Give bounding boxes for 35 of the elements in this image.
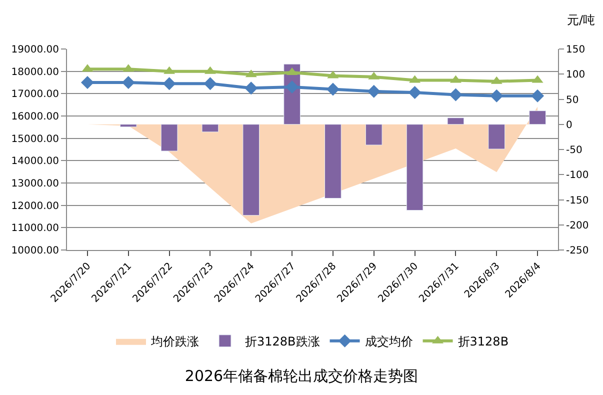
y2-tick-label: 150 <box>566 44 586 56</box>
y2-tick-label: -200 <box>566 220 589 232</box>
bar <box>447 118 464 125</box>
legend-label: 成交均价 <box>364 334 413 349</box>
y-tick-label: 10000.00 <box>11 246 59 256</box>
y2-tick-label: 0 <box>566 120 572 131</box>
y2-tick-label: 100 <box>566 70 586 81</box>
legend-label: 折3128B跌涨 <box>245 334 320 349</box>
bar <box>120 124 137 128</box>
y-tick-label: 11000.00 <box>11 223 59 234</box>
y2-tick-label: -250 <box>566 246 589 256</box>
bar <box>324 124 342 198</box>
y-tick-label: 14000.00 <box>11 156 59 168</box>
y-tick-label: 13000.00 <box>11 178 59 190</box>
bar <box>529 110 546 125</box>
y2-tick-label: -150 <box>566 195 589 206</box>
y-tick-label: 17000.00 <box>11 89 59 100</box>
bar <box>488 124 506 150</box>
y-tick-label: 19000.00 <box>11 44 59 56</box>
y2-tick-label: -50 <box>566 145 582 156</box>
bar <box>365 124 382 146</box>
y-tick-label: 16000.00 <box>11 112 59 122</box>
text: 元/吨 <box>567 13 596 27</box>
y2-tick-label: -100 <box>566 170 589 182</box>
y-tick-label: 12000.00 <box>11 200 59 212</box>
y-tick-label: 18000.00 <box>11 66 59 78</box>
bar <box>160 124 178 152</box>
bar <box>406 124 424 211</box>
y2-tick-label: 50 <box>566 94 579 106</box>
text: 2026年储备棉轮出成交价格走势图 <box>184 367 418 386</box>
legend-label: 均价跌涨 <box>150 334 199 349</box>
bar <box>202 124 219 132</box>
bar <box>242 124 260 216</box>
y-tick-label: 15000.00 <box>11 134 59 145</box>
legend-label: 折3128B <box>458 334 509 349</box>
